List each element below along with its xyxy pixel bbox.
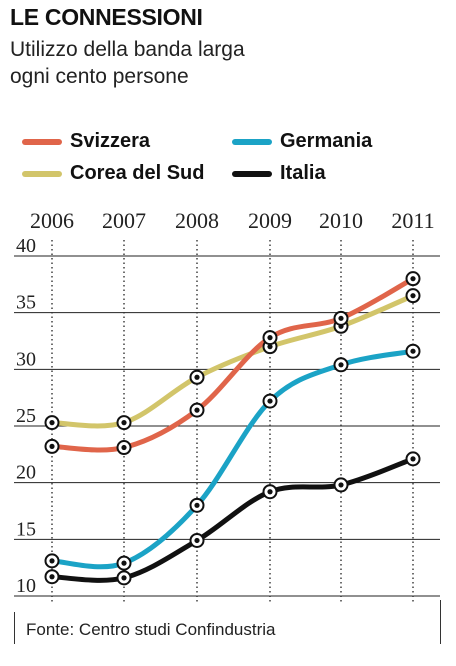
legend: Svizzera Germania Corea del Sud Italia [22, 130, 452, 190]
x-tick-label-2007: 2007 [102, 208, 146, 233]
point-dot-italia-2008 [194, 537, 200, 544]
y-tick-label-40: 40 [16, 235, 36, 257]
y-tick-label-25: 25 [16, 405, 36, 427]
point-dot-germania-2006 [49, 558, 55, 564]
y-tick-label-10: 10 [16, 575, 36, 597]
point-dot-italia-2007 [121, 575, 127, 581]
frame-right-line [440, 600, 441, 644]
point-dot-corea-del-sud-2009 [267, 344, 273, 350]
point-dot-italia-2010 [338, 482, 344, 488]
point-dot-svizzera-2009 [267, 335, 273, 341]
point-dot-germania-2008 [194, 502, 200, 508]
legend-item-corea: Corea del Sud [22, 162, 204, 185]
x-tick-label-2009: 2009 [248, 208, 292, 233]
subtitle-line-1: Utilizzo della banda larga [10, 38, 245, 61]
point-dot-germania-2007 [121, 560, 127, 566]
point-dot-svizzera-2007 [121, 444, 127, 451]
legend-label-corea: Corea del Sud [70, 162, 205, 184]
point-dot-svizzera-2006 [49, 443, 55, 449]
legend-label-svizzera: Svizzera [70, 130, 151, 152]
legend-swatch-germania [232, 138, 272, 145]
chart-subtitle: Utilizzo della banda larga ogni cento pe… [10, 36, 440, 90]
legend-swatch-corea [22, 170, 62, 177]
legend-item-germania: Germania [232, 130, 372, 153]
y-tick-label-35: 35 [16, 292, 36, 314]
x-tick-label-2006: 2006 [30, 208, 74, 233]
point-dot-germania-2011 [410, 348, 416, 354]
series-line-germania [49, 348, 416, 570]
legend-label-italia: Italia [280, 162, 326, 184]
point-dot-corea-del-sud-2006 [49, 420, 55, 426]
point-dot-corea-del-sud-2011 [410, 293, 416, 299]
frame-left-line [14, 612, 15, 644]
legend-swatch-italia [232, 170, 272, 177]
point-dot-italia-2011 [410, 456, 416, 462]
legend-label-germania: Germania [280, 130, 373, 152]
point-dot-corea-del-sud-2007 [121, 420, 127, 426]
point-dot-svizzera-2008 [194, 407, 200, 413]
y-tick-label-15: 15 [16, 518, 36, 540]
chart-title: LE CONNESSIONI [10, 4, 203, 30]
subtitle-line-2: ogni cento persone [10, 65, 189, 88]
source-note: Fonte: Centro studi Confindustria [26, 620, 276, 639]
point-dot-italia-2006 [49, 574, 55, 580]
legend-item-italia: Italia [232, 162, 326, 185]
point-dot-germania-2009 [267, 398, 273, 404]
y-tick-label-30: 30 [16, 348, 36, 370]
legend-item-svizzera: Svizzera [22, 130, 150, 153]
point-dot-svizzera-2011 [410, 276, 416, 282]
legend-swatch-svizzera [22, 138, 62, 145]
x-tick-label-2008: 2008 [175, 208, 219, 233]
x-tick-label-2010: 2010 [319, 208, 363, 233]
series-line-italia [49, 456, 416, 583]
y-tick-label-20: 20 [16, 462, 36, 484]
point-dot-italia-2009 [267, 489, 273, 495]
point-dot-svizzera-2010 [338, 315, 344, 321]
point-dot-germania-2010 [338, 362, 344, 368]
point-dot-corea-del-sud-2008 [194, 374, 200, 380]
x-tick-label-2011: 2011 [391, 208, 434, 233]
